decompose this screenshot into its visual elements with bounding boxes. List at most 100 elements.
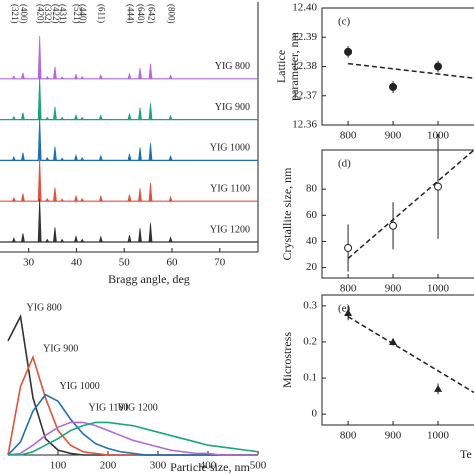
x-tick-label: 200	[100, 460, 117, 472]
peak	[127, 194, 132, 202]
x-tick-label: 70	[214, 257, 226, 269]
x-tick-label: 900	[385, 283, 402, 295]
x-tick-label: 900	[385, 130, 402, 142]
series-label: YIG 900	[215, 102, 250, 113]
peak	[138, 188, 142, 202]
fit-line	[347, 149, 474, 259]
peak	[11, 155, 16, 161]
point	[434, 384, 443, 392]
point	[389, 337, 398, 345]
peak	[21, 112, 25, 120]
peak-label: (400)	[19, 4, 29, 24]
peak-label: (440)	[78, 4, 88, 24]
peak	[45, 116, 50, 120]
peak-label: (444)	[125, 4, 135, 24]
peak	[74, 194, 78, 202]
point	[434, 182, 443, 191]
y-tick-label: 20	[306, 261, 318, 273]
peak	[148, 183, 153, 202]
peak	[37, 117, 42, 161]
x-tick-label: 30	[23, 257, 35, 269]
peak	[37, 158, 42, 202]
point	[389, 82, 398, 91]
peak	[127, 113, 132, 120]
peak	[98, 73, 103, 79]
series-label: YIG 1200	[210, 224, 250, 235]
peak	[98, 114, 103, 120]
peak	[11, 196, 16, 202]
peak-label: (611)	[97, 4, 107, 23]
peak-label: (800)	[167, 4, 177, 24]
panel-label: (c)	[338, 16, 351, 28]
peak	[80, 157, 85, 161]
x-tick-label: 800	[340, 430, 357, 442]
curve	[8, 421, 259, 456]
peak-label: (642)	[146, 4, 156, 24]
peak	[80, 116, 85, 120]
peak	[138, 147, 142, 161]
x-tick-label: 900	[385, 430, 402, 442]
y-tick-label: 0.3	[303, 299, 317, 311]
peak	[138, 68, 142, 79]
point	[434, 62, 443, 71]
peak	[53, 66, 57, 79]
y-tick-label: 60	[306, 209, 318, 221]
fit-line	[347, 316, 474, 394]
point	[344, 309, 353, 317]
point	[344, 243, 353, 252]
x-tick-label: 50	[119, 257, 131, 269]
peak	[37, 199, 42, 243]
peak	[168, 74, 173, 79]
x-tick-label: 40	[71, 257, 83, 269]
peak	[148, 143, 153, 161]
peak	[60, 198, 64, 202]
peak	[148, 223, 153, 243]
series-label: YIG 1000	[60, 381, 100, 392]
peak	[45, 75, 50, 80]
peak	[53, 146, 57, 161]
peak	[12, 75, 16, 80]
peak	[21, 233, 25, 243]
peak	[53, 227, 57, 243]
x-tick-label: 800	[340, 130, 357, 142]
peak	[74, 153, 78, 161]
y-tick-label: 0	[312, 408, 318, 420]
y-tick-label: 12.40	[292, 2, 317, 14]
y-tick-label: 0.1	[303, 372, 317, 384]
y-tick-label: 12.39	[292, 31, 317, 43]
x-axis-label: Particle size, nm	[170, 460, 250, 474]
x-tick-label: 100	[50, 460, 67, 472]
x-tick-label: 400	[200, 460, 217, 472]
series-label: YIG 1100	[210, 183, 250, 194]
peak-label: (422)	[51, 4, 61, 24]
peak	[168, 114, 173, 120]
peak	[60, 157, 64, 161]
panel-label: (d)	[338, 158, 351, 170]
series-label: YIG 800	[215, 61, 250, 72]
peak	[60, 238, 64, 243]
y-axis-label: Lattice	[274, 50, 288, 83]
series-label: YIG 1100	[89, 403, 129, 414]
peak-label: (431)	[58, 4, 68, 24]
peak	[98, 194, 103, 202]
peak	[21, 152, 25, 161]
x-tick-label: 60	[167, 257, 179, 269]
peak	[60, 116, 64, 120]
x-axis-label: Te	[460, 447, 472, 461]
y-tick-label: 40	[306, 235, 318, 247]
y-axis-label: Crystallite size, nm	[280, 167, 294, 261]
peak	[45, 197, 50, 202]
peak-label: (332)	[43, 4, 53, 24]
peak	[80, 238, 85, 243]
y-tick-label: 12.38	[292, 60, 317, 72]
point	[344, 47, 353, 56]
peak	[168, 195, 173, 202]
peak	[138, 228, 142, 243]
peak	[168, 154, 173, 161]
x-tick-label: 800	[340, 283, 357, 295]
y-tick-label: 12.37	[292, 89, 317, 101]
peak	[74, 234, 78, 243]
series-label: YIG 900	[43, 343, 78, 354]
peak-label: (521)	[72, 4, 82, 24]
